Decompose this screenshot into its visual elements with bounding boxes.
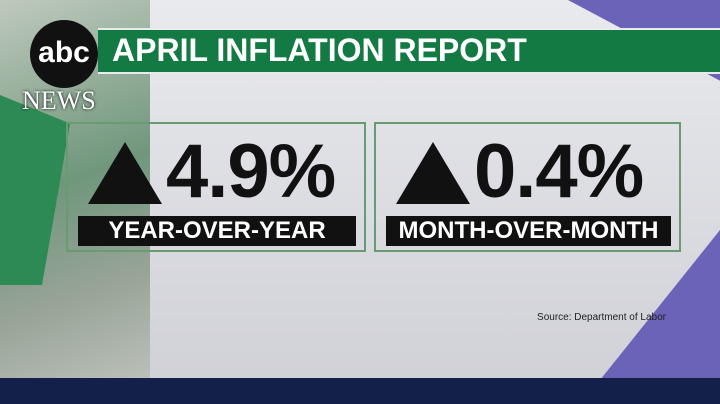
purple-stripe [600, 230, 720, 380]
title: APRIL INFLATION REPORT [112, 32, 527, 68]
stat-box: 4.9% YEAR-OVER-YEAR [66, 122, 366, 252]
title-bar [98, 28, 720, 74]
logo-sub: NEWS [22, 86, 96, 115]
bottom-band [0, 378, 720, 404]
stat-value: 0.4% [474, 129, 644, 214]
stat-label: YEAR-OVER-YEAR [78, 216, 356, 246]
up-arrow [396, 142, 470, 204]
stat-box: 0.4% MONTH-OVER-MONTH [374, 122, 681, 252]
source: Source: Department of Labor [537, 312, 666, 323]
stat-label: MONTH-OVER-MONTH [386, 216, 671, 246]
stat-value: 4.9% [166, 129, 336, 214]
up-arrow [88, 142, 162, 204]
logo-circle: abc [30, 20, 98, 88]
